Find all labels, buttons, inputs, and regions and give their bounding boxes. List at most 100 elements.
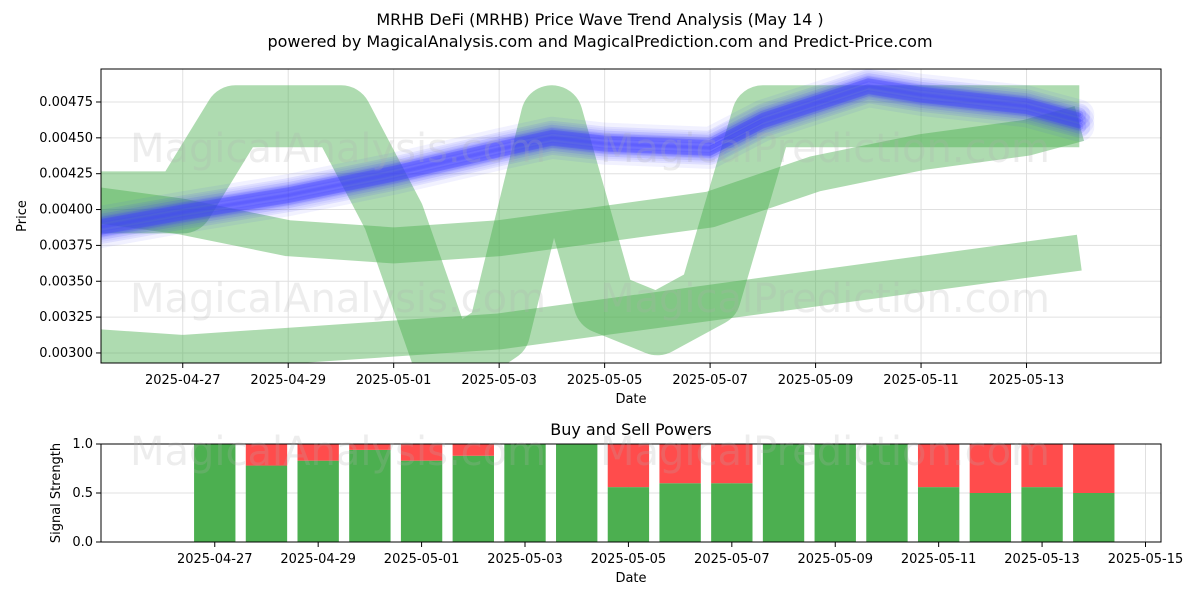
power-x-tick-label: 2025-05-15 [1108, 552, 1184, 567]
power-x-tick-label: 2025-05-09 [797, 552, 873, 567]
price-band-line [101, 85, 1087, 241]
sell-bar [917, 444, 960, 488]
price-y-tick-label: 0.00450 [39, 131, 93, 146]
price-band-line [101, 82, 1084, 231]
watermark-prediction-3: MagicalPrediction.com [600, 429, 1050, 475]
price-band-line [101, 69, 1095, 237]
power-x-tick-label: 2025-04-27 [177, 552, 253, 567]
power-x-ticks: 2025-04-27 2025-04-29 2025-05-01 2025-05-03… [177, 542, 1183, 567]
price-y-axis-label: Price [15, 200, 30, 232]
price-band-line [101, 69, 1091, 233]
buy-bar [349, 449, 391, 542]
price-x-tick-label: 2025-05-01 [356, 373, 432, 388]
sell-bar [607, 444, 650, 488]
price-x-tick-label: 2025-05-07 [672, 373, 748, 388]
power-panel: Buy and Sell Powers 2025-04-27 2025-04-29… [49, 420, 1183, 586]
power-x-axis-label: Date [615, 571, 646, 586]
price-band-line [101, 77, 1095, 249]
buy-bar [1073, 493, 1115, 542]
watermark-prediction-1: MagicalPrediction.com [600, 126, 1050, 172]
sell-bar [245, 444, 288, 466]
buy-bar [452, 455, 494, 542]
power-bars [194, 444, 1115, 542]
power-y-axis-label: Signal Strength [49, 443, 64, 543]
chart-title: MRHB DeFi (MRHB) Price Wave Trend Analys… [376, 10, 823, 29]
wave-series-line [101, 234, 1082, 363]
price-x-tick-label: 2025-05-05 [567, 373, 643, 388]
buy-bar [762, 444, 805, 542]
power-x-tick-label: 2025-05-13 [1004, 552, 1080, 567]
buy-bar [814, 444, 856, 542]
sell-bar [659, 444, 701, 484]
buy-bar [297, 460, 339, 542]
price-y-tick-label: 0.00350 [39, 274, 93, 289]
price-y-tick-label: 0.00325 [39, 310, 93, 325]
power-y-tick-label: 0.0 [72, 535, 93, 550]
price-band-line [101, 71, 1095, 243]
power-x-tick-label: 2025-05-07 [694, 552, 770, 567]
watermarks: MagicalAnalysis.com MagicalPrediction.co… [130, 126, 1050, 475]
power-x-tick-label: 2025-05-03 [487, 552, 563, 567]
buy-bar [400, 460, 443, 542]
price-x-tick-label: 2025-05-03 [461, 373, 537, 388]
chart-subtitle: powered by MagicalAnalysis.com and Magic… [267, 32, 932, 51]
price-band-line [101, 75, 1091, 239]
price-y-tick-label: 0.00475 [39, 95, 93, 110]
sell-bar [400, 444, 443, 461]
buy-bar [504, 444, 546, 542]
buy-bar [245, 465, 288, 542]
price-y-tick-label: 0.00400 [39, 203, 93, 218]
price-x-ticks: 2025-04-27 2025-04-29 2025-05-01 2025-05-03… [145, 363, 1064, 388]
price-band-line [101, 81, 1091, 245]
price-band-line [101, 88, 1084, 237]
sell-bar [1021, 444, 1063, 488]
price-x-tick-label: 2025-05-09 [778, 373, 854, 388]
sell-bar [349, 444, 391, 450]
price-x-tick-label: 2025-05-13 [989, 373, 1065, 388]
price-band-line [101, 73, 1087, 229]
watermark-prediction-2: MagicalPrediction.com [600, 276, 1050, 322]
sell-bar [452, 444, 494, 456]
power-title: Buy and Sell Powers [550, 420, 712, 439]
power-y-tick-label: 0.5 [72, 486, 93, 501]
sell-bar [1073, 444, 1115, 493]
price-y-ticks: 0.00300 0.00325 0.00350 0.00375 0.00400 0.004… [39, 95, 101, 361]
price-x-tick-label: 2025-05-11 [883, 373, 959, 388]
price-x-tick-label: 2025-04-29 [250, 373, 326, 388]
sell-bar [969, 444, 1012, 493]
buy-bar [711, 483, 753, 542]
wave-series-line [101, 85, 1080, 363]
buy-bar [556, 444, 598, 542]
power-x-tick-label: 2025-05-01 [384, 552, 460, 567]
price-band-line [101, 78, 1082, 223]
watermark-analysis-2: MagicalAnalysis.com [130, 276, 546, 322]
price-x-axis-label: Date [615, 392, 646, 407]
buy-bar [194, 444, 236, 542]
sell-bar [711, 444, 753, 484]
power-x-tick-label: 2025-05-11 [901, 552, 977, 567]
price-y-tick-label: 0.00300 [39, 346, 93, 361]
price-panel: 2025-04-27 2025-04-29 2025-05-01 2025-05-03… [15, 68, 1162, 407]
price-band-line [101, 76, 1084, 225]
price-y-tick-label: 0.00425 [39, 167, 93, 182]
buy-bar [866, 444, 908, 542]
price-band-line [101, 84, 1082, 229]
power-y-tick-label: 1.0 [72, 437, 93, 452]
wave-series-line [101, 106, 1085, 264]
buy-bar [1021, 487, 1063, 542]
price-band-line [101, 90, 1082, 235]
watermark-analysis-3: MagicalAnalysis.com [130, 429, 546, 475]
power-x-tick-label: 2025-05-05 [591, 552, 667, 567]
watermark-analysis-1: MagicalAnalysis.com [130, 126, 546, 172]
price-y-tick-label: 0.00375 [39, 238, 93, 253]
power-y-ticks: 0.0 0.5 1.0 [72, 437, 101, 550]
power-x-tick-label: 2025-04-29 [280, 552, 356, 567]
buy-bar [917, 487, 960, 542]
price-x-tick-label: 2025-04-27 [145, 373, 221, 388]
buy-bar [607, 487, 650, 542]
price-band-line [101, 79, 1087, 235]
price-axes-frame [100, 68, 1162, 364]
sell-bar [297, 444, 339, 461]
